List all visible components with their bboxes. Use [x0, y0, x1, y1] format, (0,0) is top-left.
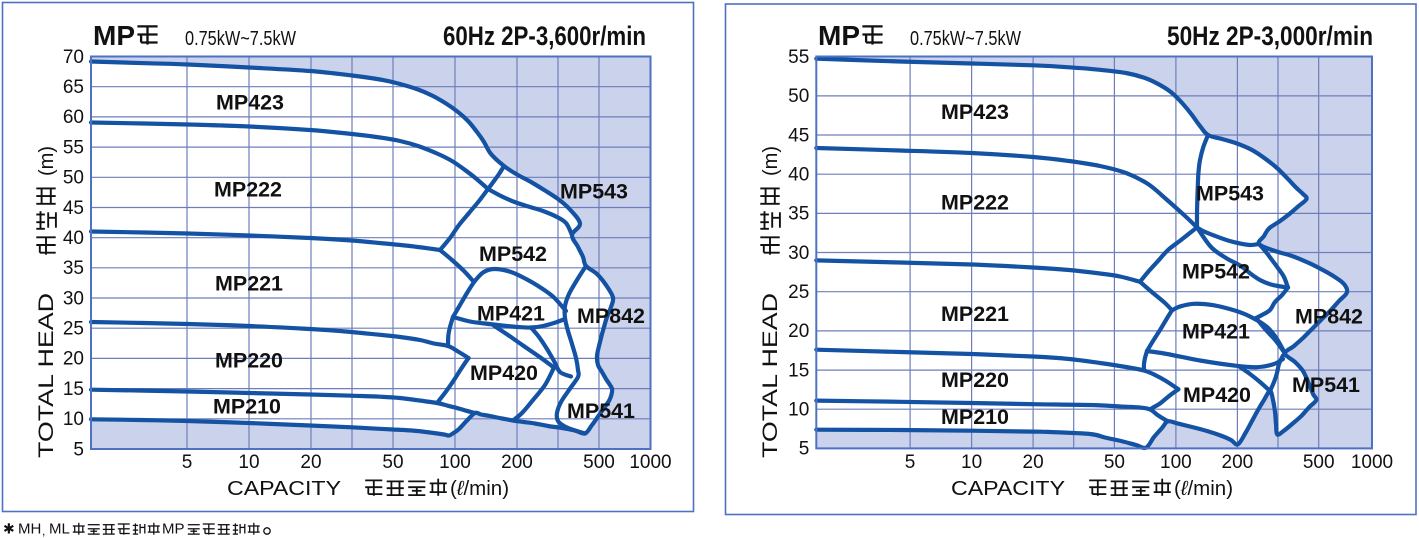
svg-text:65: 65 [63, 77, 84, 98]
svg-text:100: 100 [1160, 452, 1192, 473]
svg-text:20: 20 [300, 452, 321, 473]
svg-text:60: 60 [63, 107, 84, 128]
svg-text:MP421: MP421 [1182, 320, 1250, 344]
svg-text:100: 100 [439, 452, 471, 473]
svg-text:MP420: MP420 [1183, 383, 1251, 407]
svg-text:20: 20 [63, 349, 84, 370]
svg-text:20: 20 [1023, 452, 1044, 473]
svg-text:0.75kW~7.5kW: 0.75kW~7.5kW [910, 28, 1021, 50]
svg-text:MP420: MP420 [470, 361, 538, 385]
svg-text:500: 500 [583, 452, 615, 473]
svg-text:200: 200 [501, 452, 533, 473]
svg-text:TOTAL HEAD: TOTAL HEAD [35, 293, 58, 458]
svg-text:10: 10 [63, 409, 84, 430]
svg-text:MP541: MP541 [1292, 373, 1360, 397]
svg-text:50: 50 [1104, 452, 1125, 473]
svg-text:(m): (m) [36, 146, 58, 176]
svg-text:MP423: MP423 [941, 100, 1009, 124]
svg-text:MP222: MP222 [214, 178, 282, 202]
svg-text:15: 15 [788, 360, 809, 381]
svg-text:1000: 1000 [1351, 452, 1393, 473]
svg-text:45: 45 [63, 198, 84, 219]
svg-text:5: 5 [905, 452, 916, 473]
svg-text:55: 55 [63, 137, 84, 158]
svg-text:45: 45 [788, 125, 809, 146]
svg-text:MP210: MP210 [941, 405, 1009, 429]
svg-text:5: 5 [73, 439, 84, 460]
svg-text:MP220: MP220 [941, 368, 1009, 392]
svg-text:MP222: MP222 [941, 191, 1009, 215]
svg-text:1000: 1000 [629, 452, 671, 473]
svg-text:(ℓ/min): (ℓ/min) [450, 477, 509, 500]
svg-text:30: 30 [63, 288, 84, 309]
svg-text:40: 40 [63, 228, 84, 249]
svg-text:55: 55 [788, 47, 809, 68]
svg-text:MP542: MP542 [1182, 260, 1250, 284]
svg-text:MP842: MP842 [1295, 305, 1363, 329]
svg-text:ML: ML [49, 521, 70, 538]
svg-text:,: , [42, 524, 45, 538]
svg-text:60Hz 2P-3,600r/min: 60Hz 2P-3,600r/min [443, 21, 646, 51]
svg-text:25: 25 [63, 319, 84, 340]
svg-text:10: 10 [788, 400, 809, 421]
svg-text:(ℓ/min): (ℓ/min) [1174, 477, 1233, 500]
svg-text:50Hz 2P-3,000r/min: 50Hz 2P-3,000r/min [1167, 21, 1373, 51]
svg-text:CAPACITY: CAPACITY [227, 477, 341, 500]
svg-text:MH: MH [18, 521, 41, 538]
svg-text:10: 10 [238, 452, 259, 473]
svg-text:35: 35 [788, 204, 809, 225]
svg-text:TOTAL HEAD: TOTAL HEAD [759, 293, 782, 458]
svg-text:20: 20 [788, 321, 809, 342]
svg-text:5: 5 [182, 452, 193, 473]
svg-text:50: 50 [382, 452, 403, 473]
svg-text:MP541: MP541 [567, 399, 635, 423]
svg-text:MP: MP [93, 20, 135, 51]
svg-text:MP: MP [162, 521, 185, 538]
svg-text:50: 50 [788, 86, 809, 107]
svg-text:200: 200 [1222, 452, 1254, 473]
svg-text:MP210: MP210 [213, 395, 281, 419]
svg-text:500: 500 [1303, 452, 1335, 473]
svg-text:MP542: MP542 [479, 242, 547, 266]
svg-text:30: 30 [788, 243, 809, 264]
svg-text:MP842: MP842 [577, 304, 645, 328]
svg-text:(m): (m) [760, 146, 782, 176]
svg-text:15: 15 [63, 379, 84, 400]
svg-text:MP421: MP421 [477, 302, 545, 326]
svg-text:0.75kW~7.5kW: 0.75kW~7.5kW [185, 28, 296, 50]
svg-text:CAPACITY: CAPACITY [951, 477, 1065, 500]
svg-text:50: 50 [63, 168, 84, 189]
svg-text:MP: MP [818, 20, 860, 51]
svg-text:35: 35 [63, 258, 84, 279]
svg-text:70: 70 [63, 47, 84, 68]
svg-text:5: 5 [799, 439, 810, 460]
svg-text:25: 25 [788, 282, 809, 303]
svg-text:MP221: MP221 [215, 272, 283, 296]
svg-text:MP220: MP220 [215, 349, 283, 373]
svg-text:MP543: MP543 [560, 180, 628, 204]
svg-text:10: 10 [961, 452, 982, 473]
svg-text:40: 40 [788, 165, 809, 186]
svg-text:MP221: MP221 [941, 302, 1009, 326]
svg-text:MP423: MP423 [216, 91, 284, 115]
svg-text:MP543: MP543 [1196, 182, 1264, 206]
svg-text:✱: ✱ [3, 521, 15, 537]
